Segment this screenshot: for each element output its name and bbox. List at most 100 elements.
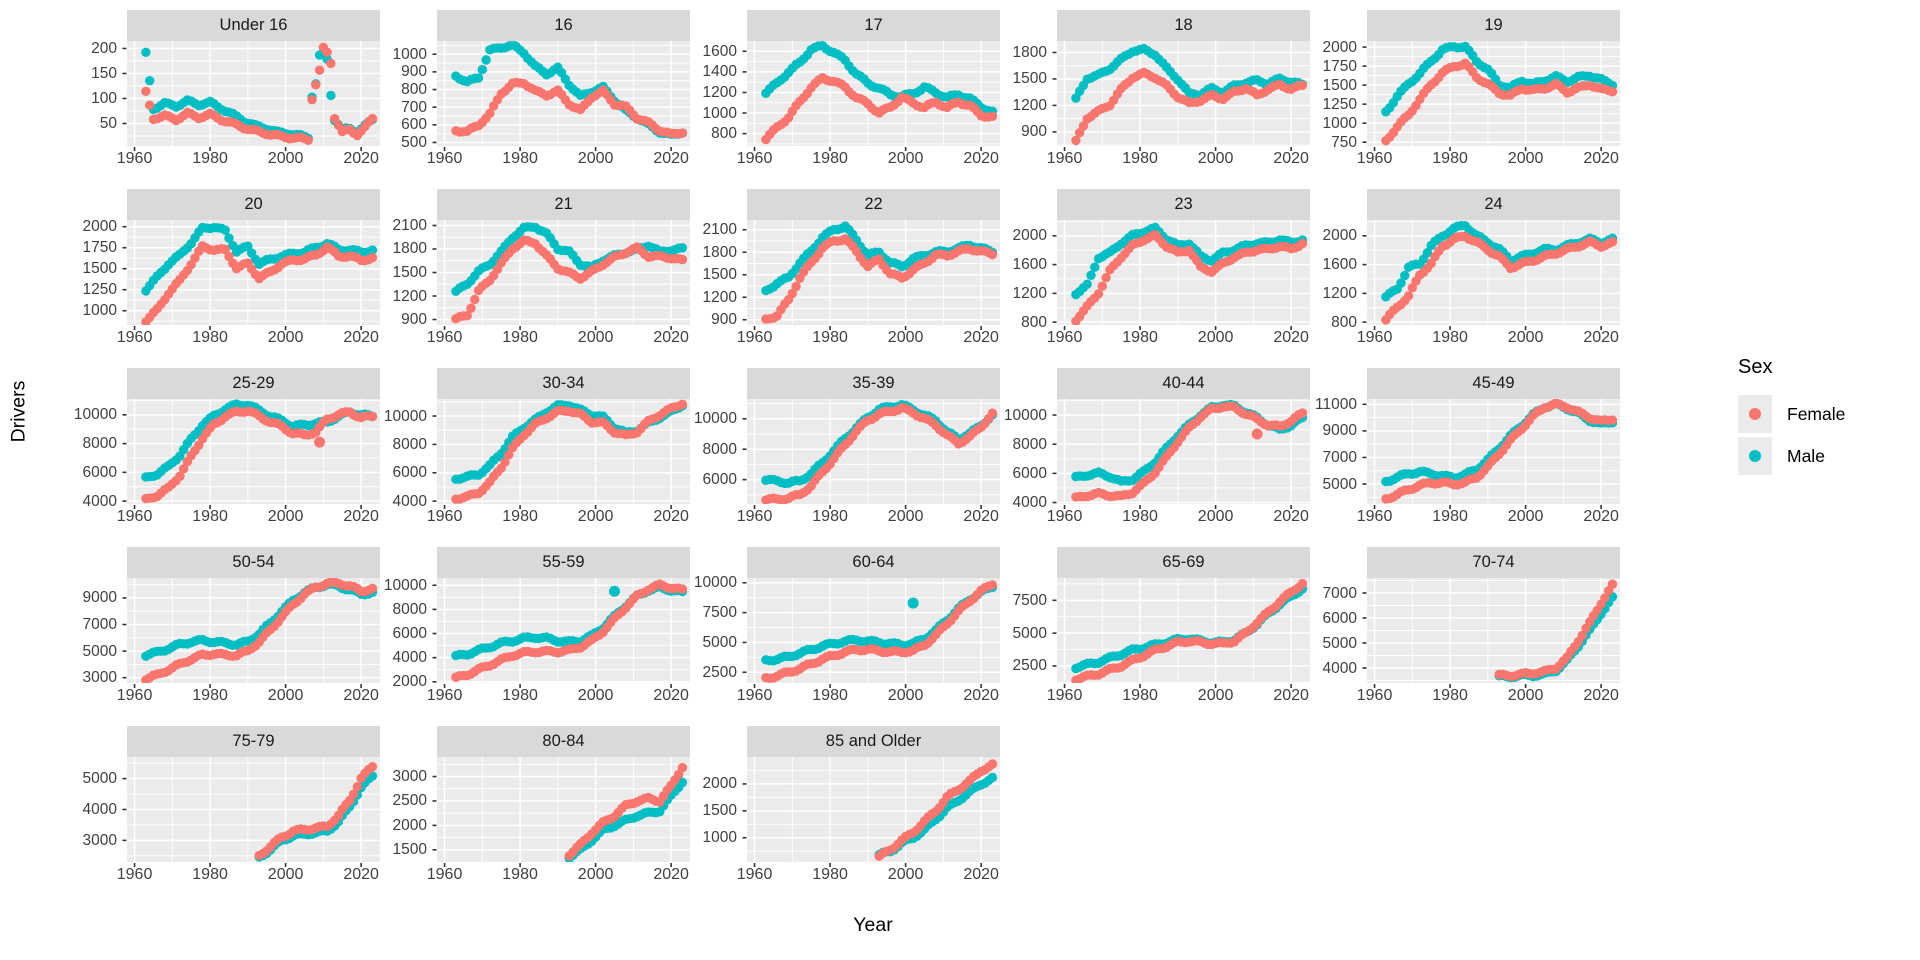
y-tick-label: 6000 — [82, 463, 117, 481]
x-tick-label: 1960 — [426, 150, 463, 167]
y-tick-label: 8000 — [392, 435, 427, 453]
x-tick-label: 2020 — [653, 150, 689, 167]
y-tick-label: 2100 — [392, 216, 427, 234]
facet-title: 65-69 — [1057, 547, 1310, 578]
legend-label-female: Female — [1787, 403, 1846, 424]
x-tick-label: 2020 — [1583, 150, 1619, 167]
y-tick-label: 7000 — [82, 616, 117, 634]
facet-65-69: 65-69 2500 5000 7500 1960 1980 2000 2020 — [1000, 547, 1310, 723]
y-tick-label: 1200 — [702, 288, 737, 306]
series-female-points — [761, 72, 998, 145]
x-tick-label: 2000 — [1507, 150, 1544, 167]
y-tick-label: 900 — [1021, 123, 1047, 141]
y-tick-label: 1000 — [702, 104, 737, 122]
facet-21: 21 900 1200 1500 1800 2100 1960 1980 2000 2020 — [380, 189, 690, 365]
y-tick-label: 10000 — [383, 407, 427, 425]
x-tick-label: 1980 — [192, 150, 228, 167]
x-tick-label: 1960 — [426, 508, 463, 525]
facet-plot — [742, 220, 1000, 330]
series-female-points — [141, 42, 378, 146]
y-tick-label: 1500 — [392, 264, 427, 281]
x-tick-label: 1960 — [1046, 329, 1083, 346]
x-tick-label: 2000 — [1507, 329, 1544, 346]
y-tick-label: 900 — [401, 311, 427, 328]
series-female-points — [1071, 67, 1308, 146]
x-tick-label: 2000 — [267, 866, 304, 883]
x-tick-label: 2020 — [653, 329, 689, 346]
x-tick-label: 1980 — [1122, 508, 1158, 525]
facet-18: 18 900 1200 1500 1800 1960 1980 2000 2020 — [1000, 10, 1310, 186]
outlier-points — [907, 597, 919, 609]
y-tick-label: 10000 — [693, 410, 737, 428]
x-tick-label: 1960 — [736, 866, 773, 883]
x-tick-label: 2000 — [1197, 508, 1234, 525]
facet-45-49: 45-49 5000 7000 9000 11000 1960 1980 2000 2020 — [1310, 368, 1620, 544]
facet-title: 75-79 — [127, 726, 380, 757]
facet-55-59: 55-59 2000 4000 6000 8000 10000 1960 1980 2000 20… — [380, 547, 690, 723]
legend-title: Sex — [1738, 356, 1773, 378]
legend-item-male: Male — [1738, 437, 1845, 475]
x-tick-label: 2000 — [577, 508, 614, 525]
facet-30-34: 30-34 4000 6000 8000 10000 1960 1980 2000 2020 — [380, 368, 690, 544]
y-tick-label: 1000 — [82, 302, 117, 320]
y-tick-label: 1200 — [702, 83, 737, 101]
y-tick-label: 6000 — [1322, 609, 1357, 627]
x-tick-label: 1980 — [502, 508, 538, 525]
series-female-points — [1071, 401, 1308, 502]
x-tick-label: 1980 — [1432, 150, 1468, 167]
facet-title: 60-64 — [747, 547, 1000, 578]
series-female-points — [141, 241, 378, 325]
y-tick-label: 1250 — [1322, 95, 1357, 113]
x-tick-label: 1960 — [116, 329, 153, 346]
y-tick-label: 11000 — [1315, 395, 1357, 413]
x-tick-label: 1980 — [812, 866, 848, 883]
series-female-points — [874, 759, 998, 861]
x-tick-label: 1960 — [1356, 150, 1393, 167]
legend-item-female: Female — [1738, 395, 1845, 433]
y-tick-label: 10000 — [383, 576, 427, 594]
facet-70-74: 70-74 4000 5000 6000 7000 1960 1980 2000 2020 — [1310, 547, 1620, 723]
facet-85-and-older: 85 and Older 1000 1500 2000 1960 1980 2000 2020 — [690, 726, 1000, 902]
legend-key — [1738, 437, 1772, 475]
y-tick-label: 10000 — [1003, 406, 1047, 424]
facet-plot — [122, 41, 380, 151]
x-tick-label: 1980 — [812, 329, 848, 346]
series-female-points — [451, 235, 688, 324]
x-tick-label: 1960 — [426, 866, 463, 883]
x-tick-label: 1980 — [812, 687, 848, 704]
y-tick-label: 9000 — [1322, 422, 1357, 440]
x-tick-label: 1980 — [1432, 508, 1468, 525]
y-tick-label: 2000 — [1012, 227, 1047, 245]
y-tick-label: 1400 — [702, 63, 737, 81]
facet-60-64: 60-64 2500 5000 7500 10000 1960 1980 2000 2020 — [690, 547, 1000, 723]
x-tick-label: 1980 — [1122, 329, 1158, 346]
x-tick-label: 1960 — [1046, 687, 1083, 704]
y-tick-label: 2500 — [1012, 657, 1047, 675]
facet-24: 24 800 1200 1600 2000 1960 1980 2000 2020 — [1310, 189, 1620, 365]
x-tick-label: 2000 — [577, 687, 614, 704]
y-tick-label: 4000 — [82, 492, 117, 510]
x-tick-label: 1980 — [1122, 687, 1158, 704]
y-tick-label: 1500 — [1322, 76, 1357, 94]
facet-plot — [1362, 578, 1620, 688]
series-female-points — [451, 399, 688, 504]
x-tick-label: 2020 — [1583, 508, 1619, 525]
x-tick-label: 1960 — [736, 687, 773, 704]
y-tick-label: 1600 — [1322, 256, 1357, 274]
x-tick-label: 2020 — [653, 866, 689, 883]
series-female-points — [141, 406, 378, 504]
y-tick-label: 4000 — [392, 649, 427, 667]
y-tick-label: 4000 — [392, 492, 427, 510]
y-tick-label: 4000 — [1012, 494, 1047, 512]
series-female-points — [1381, 231, 1618, 325]
series-female-points — [564, 763, 688, 861]
y-tick-label: 8000 — [1012, 435, 1047, 453]
series-female-points — [1494, 579, 1618, 682]
facet-title: 16 — [437, 10, 690, 41]
x-tick-label: 2020 — [963, 150, 999, 167]
y-tick-label: 800 — [1021, 313, 1047, 331]
y-tick-label: 5000 — [82, 770, 117, 788]
legend: Sex Female Male — [1738, 356, 1845, 479]
facet-title: 20 — [127, 189, 380, 220]
